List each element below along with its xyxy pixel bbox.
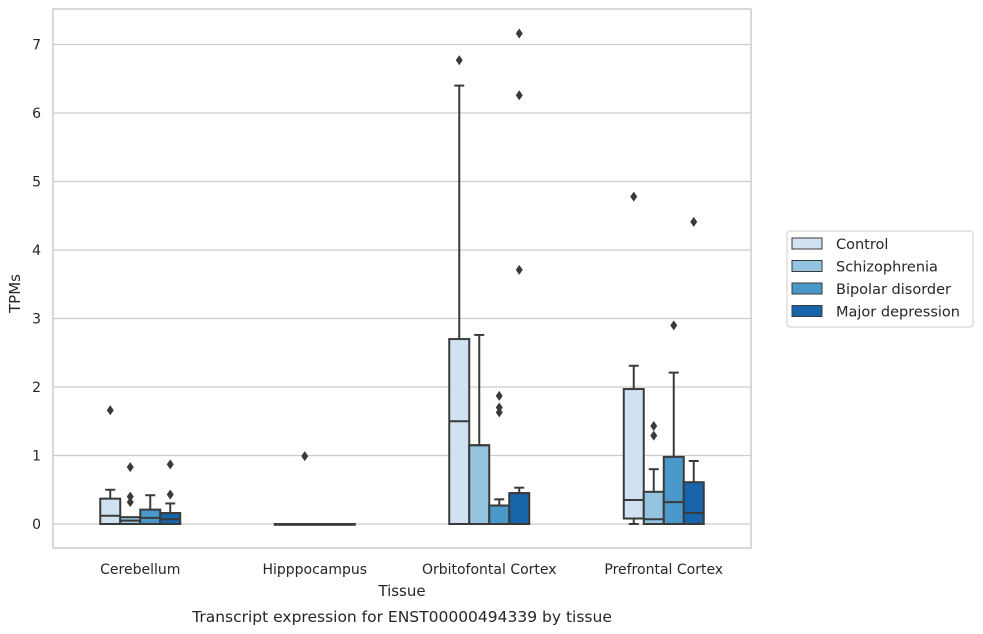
x-tick-label: Cerebellum [100, 562, 180, 578]
box-schizophrenia [293, 451, 316, 526]
box-schizophrenia [119, 462, 142, 526]
gridlines [53, 43, 751, 525]
y-tick-label: 4 [32, 243, 41, 259]
box-body [448, 338, 471, 525]
outlier-point [630, 191, 638, 202]
box-major-depression [682, 216, 705, 525]
box-major-depression [159, 459, 182, 525]
box-body [99, 497, 122, 525]
legend-swatch [791, 260, 823, 272]
plot-area [52, 8, 752, 549]
outlier-point [126, 491, 134, 502]
box-bipolar-disorder [139, 494, 162, 525]
box-bipolar-disorder [662, 320, 685, 525]
box-control [273, 523, 296, 526]
legend-label: Major depression [836, 305, 960, 321]
box-schizophrenia [642, 421, 665, 525]
x-tick-label: Orbitofontal Cortex [422, 562, 557, 578]
y-tick-label: 1 [32, 449, 41, 465]
box-major-depression [508, 28, 531, 525]
box-bipolar-disorder [488, 390, 511, 526]
outlier-point [690, 216, 698, 227]
y-tick-label: 6 [32, 106, 41, 122]
y-tick-label: 0 [32, 517, 41, 533]
outlier-point [515, 28, 523, 39]
legend-swatch [791, 305, 823, 317]
x-axis-ticks: Cerebellum Hipppocampus Orbitofontal Corte… [100, 562, 723, 578]
legend-swatch [791, 237, 823, 250]
box-control [448, 55, 471, 525]
y-axis-label: TPMs [6, 274, 24, 314]
outlier-point [166, 459, 174, 470]
y-tick-label: 3 [32, 312, 41, 328]
legend-item: Major depression [791, 305, 960, 321]
y-axis-ticks: 0 1 2 3 4 5 6 7 [32, 38, 41, 534]
box-body [682, 481, 705, 525]
box-schizophrenia [468, 333, 491, 526]
x-tick-label: Hipppocampus [262, 562, 367, 578]
box-body [508, 492, 531, 525]
x-tick-label: Prefrontal Cortex [604, 562, 723, 578]
outlier-point [495, 390, 503, 401]
legend-item: Schizophrenia [791, 260, 938, 276]
outlier-point [126, 497, 134, 508]
outlier-point [301, 451, 309, 462]
box-body [622, 388, 645, 520]
box-plots [99, 28, 705, 526]
box-control [99, 405, 122, 525]
outlier-point [455, 55, 463, 66]
box-bipolar-disorder [313, 523, 336, 526]
legend-label: Control [836, 237, 888, 253]
box-control [622, 191, 645, 525]
outlier-point [495, 407, 503, 418]
outlier-point [670, 320, 678, 331]
box-body [468, 444, 491, 526]
legend-frame [786, 230, 974, 328]
box-body [488, 504, 511, 526]
legend-label: Bipolar disorder [836, 282, 951, 298]
legend-label: Schizophrenia [836, 260, 938, 276]
y-tick-label: 2 [32, 380, 41, 396]
box-body [662, 455, 685, 525]
chart-caption: Transcript expression for ENST0000049433… [191, 608, 612, 626]
x-axis-label: Tissue [377, 582, 425, 600]
box-body [139, 508, 162, 525]
legend-swatch [791, 282, 823, 295]
outlier-point [515, 264, 523, 275]
outlier-point [126, 462, 134, 473]
legend-item: Control [791, 237, 888, 253]
y-tick-label: 7 [32, 38, 41, 54]
outlier-point [166, 489, 174, 500]
box-major-depression [333, 523, 356, 526]
legend-item: Bipolar disorder [791, 282, 951, 298]
legend: Control Schizophrenia Bipolar disorder Majo… [786, 230, 974, 328]
outlier-point [515, 90, 523, 101]
outlier-point [650, 421, 658, 432]
y-tick-label: 5 [32, 175, 41, 191]
outlier-point [650, 430, 658, 441]
outlier-point [106, 405, 114, 416]
